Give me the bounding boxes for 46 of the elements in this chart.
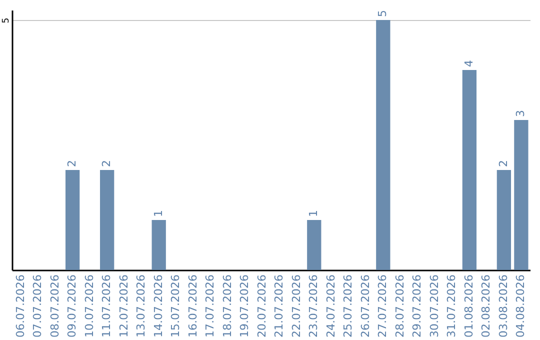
- x-tick-label: 09.07.2026: [66, 274, 79, 338]
- x-tick-label: 03.08.2026: [496, 274, 510, 338]
- bar: [152, 220, 166, 270]
- bar: [514, 120, 528, 270]
- data-label: 2: [66, 160, 79, 167]
- x-tick-label: 26.07.2026: [358, 274, 372, 338]
- bar: [462, 70, 477, 270]
- x-tick-label: 01.08.2026: [462, 274, 476, 338]
- x-tick-label: 27.07.2026: [376, 274, 390, 338]
- x-tick-label: 30.07.2026: [428, 274, 441, 338]
- x-tick-label: 14.07.2026: [152, 274, 165, 338]
- x-tick-label: 31.07.2026: [445, 274, 458, 338]
- x-tick-label: 18.07.2026: [220, 274, 234, 338]
- bar: [376, 20, 390, 270]
- x-tick-label: 10.07.2026: [82, 274, 96, 338]
- x-tick-label: 25.07.2026: [342, 274, 355, 338]
- data-label: 3: [514, 110, 528, 117]
- x-tick-label: 07.07.2026: [31, 274, 44, 338]
- x-tick-label: 17.07.2026: [204, 274, 217, 338]
- x-tick-label: 02.08.2026: [480, 274, 493, 338]
- x-tick-label: 11.07.2026: [100, 274, 114, 338]
- bar: [307, 220, 322, 270]
- x-tick-label: 24.07.2026: [324, 274, 338, 338]
- data-label: 2: [100, 160, 114, 167]
- x-tick-label: 12.07.2026: [117, 274, 130, 338]
- x-tick-label: 28.07.2026: [393, 274, 406, 338]
- x-tick-label: 16.07.2026: [186, 274, 200, 338]
- bar: [100, 170, 114, 270]
- data-label: 1: [307, 210, 320, 217]
- x-tick-label: 23.07.2026: [307, 274, 320, 338]
- data-label: 1: [152, 210, 165, 217]
- x-tick-label: 20.07.2026: [255, 274, 268, 338]
- x-tick-label: 22.07.2026: [290, 274, 303, 338]
- x-tick-label: 19.07.2026: [238, 274, 252, 338]
- x-tick-label: 06.07.2026: [14, 274, 27, 338]
- data-label: 4: [462, 60, 476, 67]
- bar: [65, 170, 80, 270]
- x-tick-label: 13.07.2026: [134, 274, 148, 338]
- data-label: 2: [496, 160, 510, 167]
- data-label: 5: [376, 10, 390, 17]
- x-tick-label: 15.07.2026: [169, 274, 182, 338]
- x-tick-label: 29.07.2026: [410, 274, 424, 338]
- bar: [496, 170, 512, 270]
- x-tick-label: 08.07.2026: [48, 274, 62, 338]
- x-tick-label: 21.07.2026: [272, 274, 286, 338]
- x-tick-label: 04.08.2026: [514, 274, 528, 338]
